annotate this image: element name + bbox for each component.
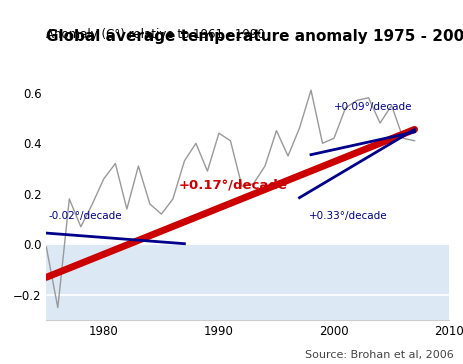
Bar bbox=[46, 245, 449, 320]
Text: -0.02°/decade: -0.02°/decade bbox=[49, 211, 122, 221]
Text: +0.17°/decade: +0.17°/decade bbox=[179, 179, 288, 192]
Text: Source: Brohan et al, 2006: Source: Brohan et al, 2006 bbox=[305, 351, 454, 360]
Text: +0.33°/decade: +0.33°/decade bbox=[309, 211, 388, 221]
Text: Anomaly (C°) relative to 1961 - 1990: Anomaly (C°) relative to 1961 - 1990 bbox=[46, 28, 265, 41]
Text: +0.09°/decade: +0.09°/decade bbox=[334, 102, 413, 112]
Text: Global average temperature anomaly 1975 - 2007: Global average temperature anomaly 1975 … bbox=[46, 29, 463, 44]
